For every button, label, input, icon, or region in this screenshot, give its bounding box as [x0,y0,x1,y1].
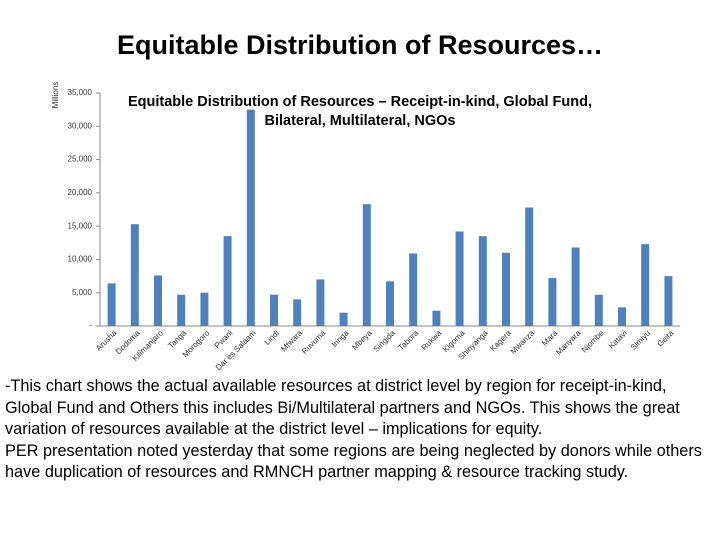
x-tick-label: Rukwa [420,328,444,352]
bar [432,310,441,326]
x-tick-label: Mara [540,328,560,348]
x-tick-label: Mwanza [509,328,537,356]
bar [594,294,603,326]
bar [316,279,325,326]
bar [339,312,348,326]
bar [571,247,580,326]
chart: Millions - 5,000 10,000 15,000 20,000 25,000 30… [51,82,680,370]
bar [223,236,232,326]
y-tick-label: 30,000 [68,121,93,130]
bar [362,204,371,326]
x-tick-label: Lindi [263,328,281,346]
y-axis-label: Millions [51,82,60,109]
slide-title: Equitable Distribution of Resources… [116,30,604,60]
y-tick-label: 10,000 [68,255,93,264]
bar [177,294,186,326]
bar [107,283,116,326]
body-text: -This chart shows the actual available r… [5,376,715,484]
paragraph: -This chart shows the actual available r… [5,377,680,438]
chart-title: Equitable Distribution of Resources – Re… [127,94,593,129]
x-tick-label: Simiyu [629,329,652,352]
y-tick-label: 35,000 [68,88,93,97]
y-tick-label: 5,000 [72,288,93,297]
y-tick-label: 20,000 [68,188,93,197]
bar [618,307,626,326]
x-tick-label: Ruvuma [300,328,328,356]
bar [200,292,209,326]
bar [525,207,534,326]
x-tick-label: Pwani [213,328,235,350]
bar [548,278,557,326]
paragraph: PER presentation noted yesterday that so… [5,441,702,482]
bar [478,236,487,326]
x-tick-label: Mbeya [350,328,374,352]
bar [130,224,139,326]
bar [246,109,255,327]
bar [293,299,302,326]
x-tick-label: Geita [655,328,675,348]
y-tick-label: 25,000 [68,155,93,164]
x-tick-label: Singida [372,328,398,354]
bar [386,281,394,326]
x-tick-label: Njombe [580,328,606,354]
x-tick-label: Manyara [554,328,583,357]
bar [455,231,464,326]
y-tick-label: 15,000 [68,221,93,230]
x-tick-label: Iringa [330,328,351,349]
x-tick-label: Dar es Salaam [214,328,258,370]
x-tick-label: Tabora [396,328,420,352]
bar [154,275,162,326]
x-tick-label: Katavi [607,328,629,350]
bar [664,276,673,326]
bar [409,253,418,326]
y-tick-label: - [89,321,92,330]
bar [641,244,650,326]
bar [502,252,510,326]
bar [270,294,278,326]
